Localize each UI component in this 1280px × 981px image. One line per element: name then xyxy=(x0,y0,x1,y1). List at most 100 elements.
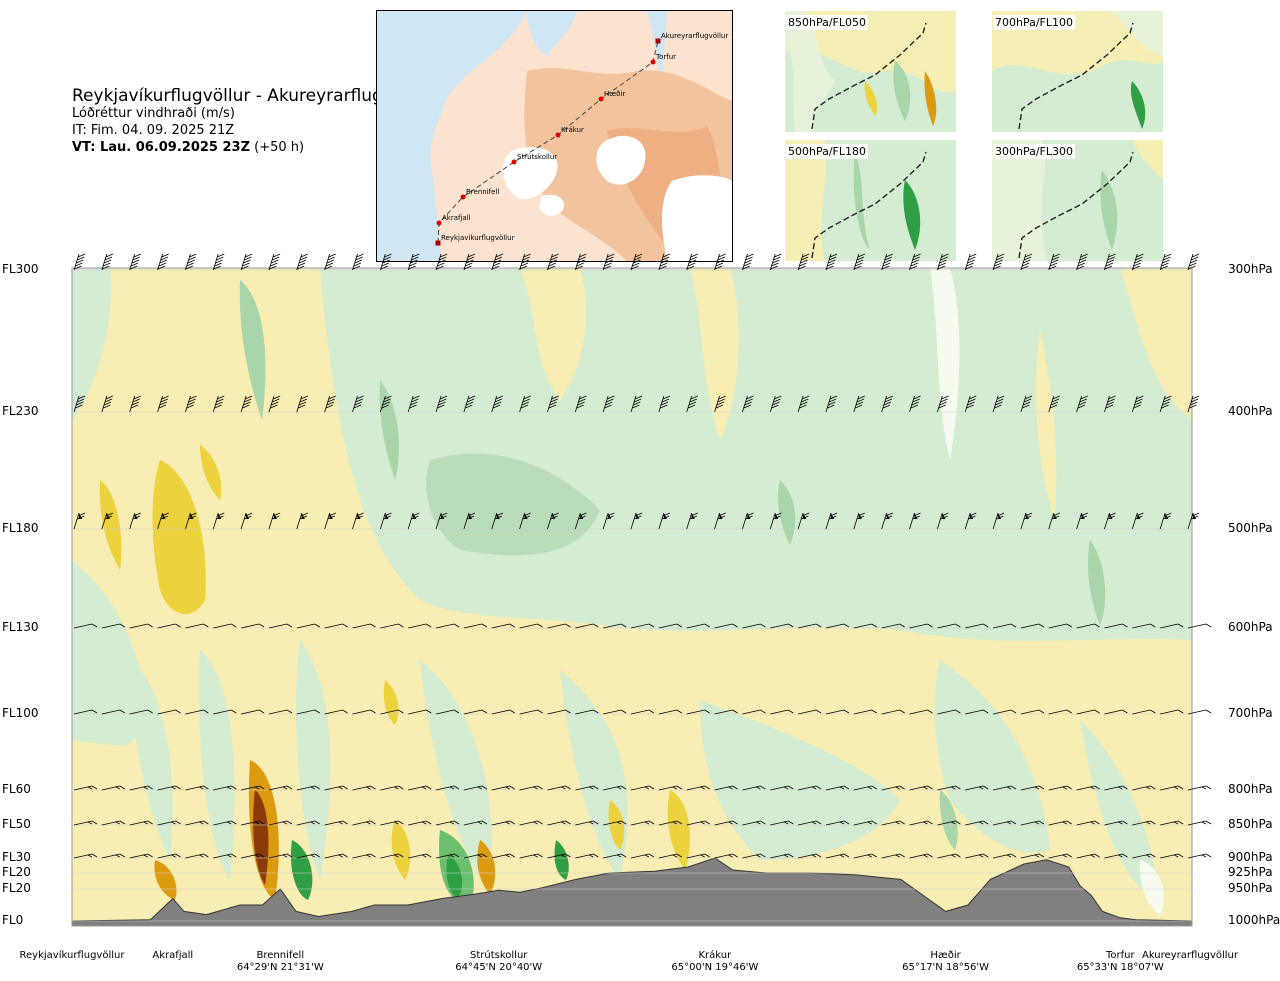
waypoint-coord: 64°29'N 21°31'W xyxy=(236,962,324,973)
wind-barb xyxy=(185,395,197,413)
wind-barb xyxy=(1076,623,1100,629)
map-waypoint-label: Reykjavíkurflugvöllur xyxy=(441,234,515,242)
wind-barb xyxy=(1187,623,1212,629)
pressure-level-label: 925hPa xyxy=(1228,865,1273,879)
wind-barb xyxy=(213,785,237,791)
wind-barb xyxy=(324,853,348,859)
wind-barb xyxy=(324,253,336,271)
wind-barb xyxy=(742,709,766,715)
waypoint-name: Akureyrarflugvöllur xyxy=(1141,950,1238,961)
wind-barb xyxy=(658,820,683,826)
wind-barb xyxy=(101,512,114,530)
wind-barb xyxy=(408,623,432,629)
wind-barb xyxy=(380,709,404,715)
wind-barb xyxy=(1048,785,1072,791)
wind-barb xyxy=(73,512,86,530)
updraft-core-strutskollur xyxy=(446,855,463,898)
wind-barb xyxy=(964,395,977,413)
wind-barb xyxy=(241,709,265,715)
wind-barb xyxy=(825,853,850,859)
wind-barb xyxy=(296,709,321,715)
wind-barb xyxy=(575,853,599,859)
wind-barb xyxy=(853,785,878,791)
wind-barb xyxy=(630,709,655,715)
wind-barb xyxy=(686,395,698,413)
wind-barb xyxy=(965,785,989,791)
wind-barb xyxy=(352,512,364,530)
wind-barb xyxy=(491,512,504,530)
wind-barb xyxy=(742,395,754,413)
waypoint-label: Strútskollur 64°45'N 20°40'W xyxy=(439,950,559,974)
wind-barb xyxy=(185,253,197,271)
map-waypoint-label: Torfur xyxy=(655,53,676,61)
wind-barb xyxy=(992,853,1017,859)
wind-barb xyxy=(1104,253,1116,271)
flight-level-label: FL20 xyxy=(2,881,31,895)
wind-barb xyxy=(185,709,209,715)
wind-barb xyxy=(1104,820,1128,826)
wind-barb xyxy=(909,853,933,859)
wind-barb xyxy=(714,623,738,629)
wind-barb xyxy=(658,785,683,791)
wind-barb xyxy=(992,253,1005,271)
wind-barb xyxy=(185,785,209,791)
wind-barb xyxy=(574,512,587,530)
wind-barb xyxy=(1076,512,1088,530)
wind-barb xyxy=(825,512,838,530)
wind-barb xyxy=(881,820,905,826)
wind-barb xyxy=(881,623,905,629)
updraft-region-upper xyxy=(320,268,1192,641)
wind-barb xyxy=(1187,785,1212,791)
wind-barb xyxy=(73,820,98,826)
pressure-level-label: 850hPa xyxy=(1228,817,1273,831)
wind-barb xyxy=(380,820,404,826)
wind-barb xyxy=(547,785,571,791)
wind-barb xyxy=(825,820,850,826)
wind-barb xyxy=(547,709,571,715)
wind-barb xyxy=(1104,853,1128,859)
panel-500hpa-label: 500hPa/FL180 xyxy=(786,144,869,159)
wind-barb xyxy=(157,512,169,530)
wind-barb xyxy=(213,853,237,859)
wind-barb xyxy=(407,395,420,413)
wind-barb xyxy=(1048,253,1060,271)
wind-barb xyxy=(602,395,615,413)
wind-barb xyxy=(937,820,961,826)
wind-barb xyxy=(1020,395,1033,413)
wind-barb xyxy=(965,623,989,629)
flight-level-label: FL50 xyxy=(2,817,31,831)
wind-barb xyxy=(742,853,766,859)
wind-barb xyxy=(1020,820,1045,826)
route-map: Akureyrarflugvöllur Torfur Hæðir Krákur Strú… xyxy=(376,10,733,262)
panel-700hpa-label: 700hPa/FL100 xyxy=(993,15,1076,30)
wind-barb xyxy=(769,512,782,530)
map-waypoint-marker xyxy=(460,194,466,200)
wind-barb xyxy=(241,785,265,791)
wind-barb xyxy=(742,512,754,530)
wind-barb xyxy=(881,395,893,413)
wind-barb xyxy=(157,623,181,629)
flight-level-label: FL230 xyxy=(2,404,39,418)
wind-barb xyxy=(1159,253,1172,271)
panel-850hpa-label: 850hPa/FL050 xyxy=(786,15,869,30)
wind-barb xyxy=(408,785,432,791)
wind-barb xyxy=(240,395,253,413)
waypoint-label: Krákur 65°00'N 19°46'W xyxy=(655,950,775,974)
wind-barb xyxy=(73,395,86,413)
waypoint-name: Hæðir xyxy=(930,950,961,961)
wind-barb xyxy=(797,512,810,530)
route-title: Reykjavíkurflugvöllur - Akureyrarflugvöl… xyxy=(72,86,431,106)
wind-barb xyxy=(853,709,878,715)
wind-barb xyxy=(1020,853,1045,859)
wind-barb xyxy=(129,820,153,826)
wind-barb xyxy=(742,820,766,826)
wind-barb xyxy=(491,820,515,826)
downdraft-core-upper xyxy=(152,460,206,614)
pressure-level-label: 500hPa xyxy=(1228,521,1273,535)
wind-barb xyxy=(380,785,404,791)
wind-barb xyxy=(1076,253,1088,271)
wind-barb xyxy=(1104,395,1116,413)
wind-barb xyxy=(296,512,309,530)
wind-barb xyxy=(547,512,559,530)
